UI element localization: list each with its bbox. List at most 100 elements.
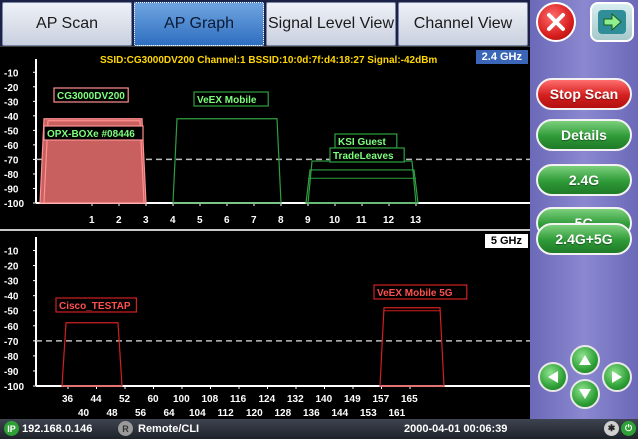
ap-info-line: SSID:CG3000DV200 Channel:1 BSSID:10:0d:7… — [100, 55, 437, 66]
close-button[interactable] — [536, 2, 576, 42]
band-badge-2-4ghz: 2.4 GHz — [475, 50, 528, 64]
x-tick-label: 13 — [410, 215, 422, 226]
ap-opx-boxe — [43, 120, 145, 204]
y-tick-label: -30 — [4, 97, 19, 108]
side-panel: Stop Scan Details 2.4G 5G 2.4G+5G — [530, 0, 638, 419]
ap-opx-boxe-label-box — [43, 125, 144, 141]
x-tick-label: 12 — [383, 215, 395, 226]
arrow-right-icon — [598, 10, 626, 34]
x-tick-label-bottom: 128 — [275, 408, 292, 419]
y-tick-label: -50 — [4, 126, 19, 137]
ap-cg3000dv200-label: CG3000DV200 — [57, 91, 125, 102]
ap-cg3000dv200-label-box — [53, 87, 129, 103]
x-tick-label-bottom: 48 — [107, 408, 119, 419]
ap-tradeleaves — [305, 169, 419, 204]
remote-label: Remote/CLI — [138, 423, 200, 435]
y-tick-label: -40 — [4, 112, 19, 123]
scroll-left-button[interactable] — [538, 362, 568, 392]
ap-tradeleaves-label-box — [329, 147, 405, 163]
x-tick-label: 3 — [143, 215, 149, 226]
y-tick-label: -20 — [4, 83, 19, 94]
scroll-down-button[interactable] — [570, 379, 600, 409]
x-tick-label: 10 — [329, 215, 341, 226]
ap-cisco-testap-label-box — [55, 297, 138, 313]
x-tick-label-top: 36 — [62, 394, 74, 405]
y-tick-label: -80 — [4, 170, 19, 181]
ap-opx-boxe-label: OPX-BOXe #08446 — [47, 129, 135, 140]
band-2-4g-button[interactable]: 2.4G — [536, 164, 632, 196]
ap-ksi-guest-label: KSI Guest — [338, 137, 386, 148]
arrow-up-icon — [579, 355, 591, 365]
tab-signal-level-view[interactable]: Signal Level View — [266, 2, 396, 46]
arrow-right-icon — [612, 371, 622, 383]
stop-scan-button[interactable]: Stop Scan — [536, 78, 632, 110]
graph-2-4ghz: -10 -20 -30 -40 -50 -60 -70 -80 -90 -100 SSID:CG30… — [0, 46, 530, 229]
y-tick-label: -30 — [4, 277, 19, 288]
x-tick-label-bottom: 104 — [189, 408, 206, 419]
ap-veex-mobile-label-box — [193, 91, 269, 107]
band-badge-5ghz: 5 GHz — [484, 234, 528, 248]
x-tick-label-top: 60 — [148, 394, 160, 405]
tab-ap-graph[interactable]: AP Graph — [134, 2, 264, 46]
x-tick-label-top: 108 — [202, 394, 219, 405]
ap-veex-mobile-5g-label-box — [373, 284, 468, 300]
x-tick-label-top: 52 — [119, 394, 131, 405]
x-tick-label-bottom: 120 — [246, 408, 263, 419]
band-both-button[interactable]: 2.4G+5G — [536, 223, 632, 255]
x-tick-label-top: 116 — [230, 394, 247, 405]
ap-ksi-guest — [307, 160, 417, 204]
x-tick-label-top: 140 — [316, 394, 333, 405]
x-tick-label-top: 124 — [259, 394, 276, 405]
y-tick-label: -20 — [4, 262, 19, 273]
scroll-right-button[interactable] — [602, 362, 632, 392]
x-tick-label: 9 — [305, 215, 311, 226]
ap-tradeleaves-label: TradeLeaves — [333, 151, 394, 162]
graph-5ghz: -10 -20 -30 -40 -50 -60 -70 -80 -90 -100 36 44 52 60 1… — [0, 229, 530, 419]
x-tick-label: 8 — [278, 215, 284, 226]
details-button[interactable]: Details — [536, 119, 632, 151]
ip-icon: IP — [4, 421, 19, 436]
arrow-down-icon — [579, 389, 591, 399]
x-tick-label: 5 — [197, 215, 203, 226]
x-tick-label-top: 149 — [344, 394, 361, 405]
ip-address: 192.168.0.146 — [22, 423, 93, 435]
ap-veex-mobile-5g-label: VeEX Mobile 5G — [377, 288, 453, 299]
arrow-left-icon — [548, 371, 558, 383]
ap-cisco-testap — [61, 322, 123, 387]
x-tick-label-bottom: 56 — [135, 408, 147, 419]
scroll-up-button[interactable] — [570, 345, 600, 375]
y-tick-label: -60 — [4, 322, 19, 333]
next-button[interactable] — [590, 2, 634, 42]
y-tick-label: -80 — [4, 352, 19, 363]
x-tick-label: 11 — [356, 215, 367, 226]
power-icon: ⏻ — [621, 421, 636, 436]
y-tick-label: -50 — [4, 307, 19, 318]
x-tick-label-bottom: 144 — [332, 408, 349, 419]
tab-channel-view[interactable]: Channel View — [398, 2, 528, 46]
y-tick-label: -10 — [4, 247, 19, 258]
ap-veex-mobile-5g — [379, 307, 445, 387]
y-tick-label: -70 — [4, 337, 19, 348]
tab-bar: AP Scan AP Graph Signal Level View Chann… — [0, 0, 530, 46]
tab-ap-scan[interactable]: AP Scan — [2, 2, 132, 46]
x-tick-label-bottom: 112 — [218, 408, 235, 419]
y-tick-label: -70 — [4, 155, 19, 166]
x-tick-label-bottom: 153 — [360, 408, 377, 419]
x-tick-label-top: 165 — [401, 394, 418, 405]
x-tick-label-top: 44 — [91, 394, 103, 405]
y-tick-label: -90 — [4, 367, 19, 378]
y-tick-label: -100 — [4, 199, 24, 210]
remote-icon: R — [118, 421, 133, 436]
x-tick-label-top: 157 — [373, 394, 390, 405]
x-tick-label-bottom: 161 — [389, 408, 406, 419]
chart-5ghz: -10 -20 -30 -40 -50 -60 -70 -80 -90 -100 36 44 52 60 1… — [4, 237, 530, 419]
y-tick-label: -40 — [4, 292, 19, 303]
x-tick-label: 2 — [116, 215, 122, 226]
x-tick-label-top: 132 — [287, 394, 304, 405]
close-icon — [547, 13, 565, 31]
status-bar: IP 192.168.0.146 R Remote/CLI 2000-04-01… — [0, 419, 638, 439]
y-tick-label: -60 — [4, 141, 19, 152]
y-tick-label: -90 — [4, 184, 19, 195]
chart-2-4ghz: -10 -20 -30 -40 -50 -60 -70 -80 -90 -100 SSID:CG30… — [4, 55, 530, 226]
datetime: 2000-04-01 00:06:39 — [404, 423, 508, 435]
